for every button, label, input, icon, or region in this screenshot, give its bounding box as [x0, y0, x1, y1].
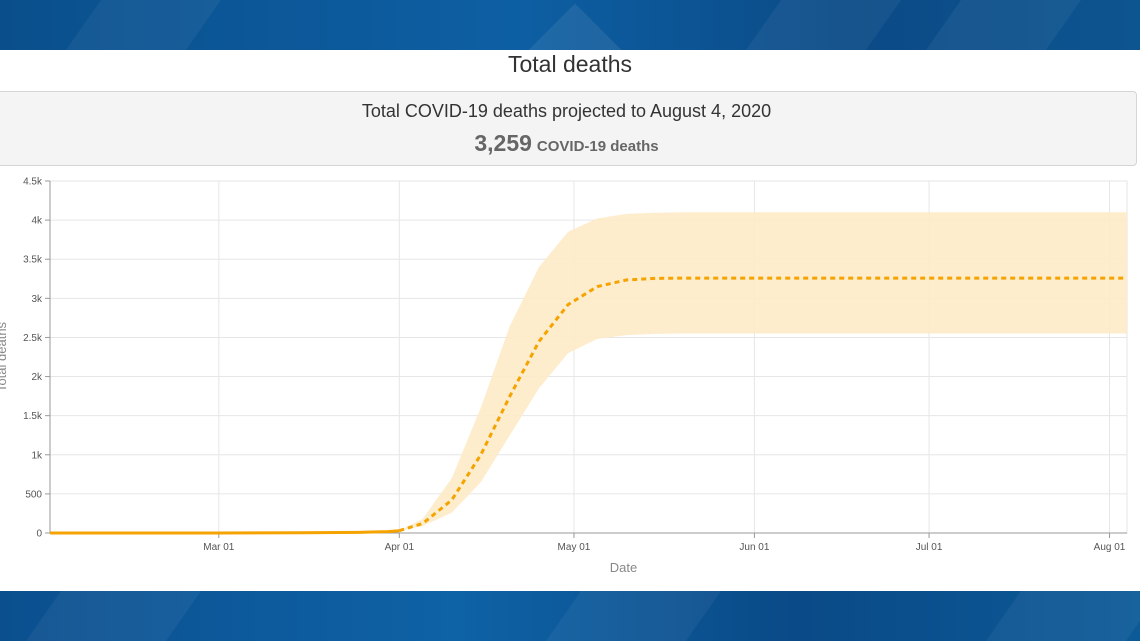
x-tick-label: Jun 01 [739, 542, 769, 553]
projected-deaths-value: 3,259 [474, 130, 532, 156]
y-tick-label: 2.5k [23, 333, 43, 344]
total-deaths-chart: 0 500 1k 1.5k 2k 2.5k 3k 3.5k 4k 4.5k Mar 01 Apr 01… [0, 177, 1128, 575]
y-tick-label: 500 [25, 489, 42, 500]
page-title: Total deaths [507, 51, 633, 77]
observed-deaths-line [50, 529, 400, 535]
y-tick-label: 1k [31, 450, 43, 461]
uncertainty-band [399, 212, 1127, 531]
y-tick-label: 2k [31, 372, 43, 383]
projected-deaths-line [398, 276, 1127, 533]
projected-deaths-unit: COVID-19 deaths [536, 138, 659, 155]
y-tick-label: 1.5k [23, 411, 43, 422]
x-tick-label: Apr 01 [385, 542, 415, 553]
y-axis-title: Total deaths [0, 321, 9, 392]
x-tick-label: Mar 01 [203, 542, 235, 553]
x-axis-title: Date [610, 560, 637, 575]
projection-stat: 3,259 COVID-19 deaths [0, 130, 1136, 157]
y-tick-label: 0 [36, 529, 42, 540]
x-tick-label: Jul 01 [916, 542, 943, 553]
x-tick-label: May 01 [558, 542, 591, 553]
projection-text: Total COVID-19 deaths projected to Augus… [361, 101, 772, 121]
projection-summary-box: Total COVID-19 deaths projected to Augus… [0, 91, 1137, 166]
top-banner [0, 0, 1140, 50]
y-tick-label: 4.5k [23, 177, 43, 188]
y-tick-label: 4k [31, 216, 43, 227]
bottom-banner [0, 591, 1140, 641]
y-tick-label: 3k [31, 294, 43, 305]
y-tick-label: 3.5k [23, 255, 43, 266]
x-tick-label: Aug 01 [1094, 542, 1126, 553]
